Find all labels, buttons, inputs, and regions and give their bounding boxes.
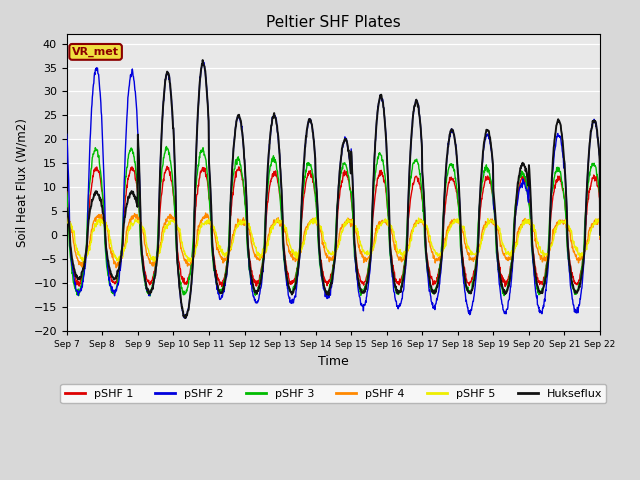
X-axis label: Time: Time bbox=[318, 355, 349, 368]
Text: VR_met: VR_met bbox=[72, 47, 119, 57]
Title: Peltier SHF Plates: Peltier SHF Plates bbox=[266, 15, 401, 30]
Y-axis label: Soil Heat Flux (W/m2): Soil Heat Flux (W/m2) bbox=[15, 118, 28, 247]
Legend: pSHF 1, pSHF 2, pSHF 3, pSHF 4, pSHF 5, Hukseflux: pSHF 1, pSHF 2, pSHF 3, pSHF 4, pSHF 5, … bbox=[60, 384, 606, 403]
